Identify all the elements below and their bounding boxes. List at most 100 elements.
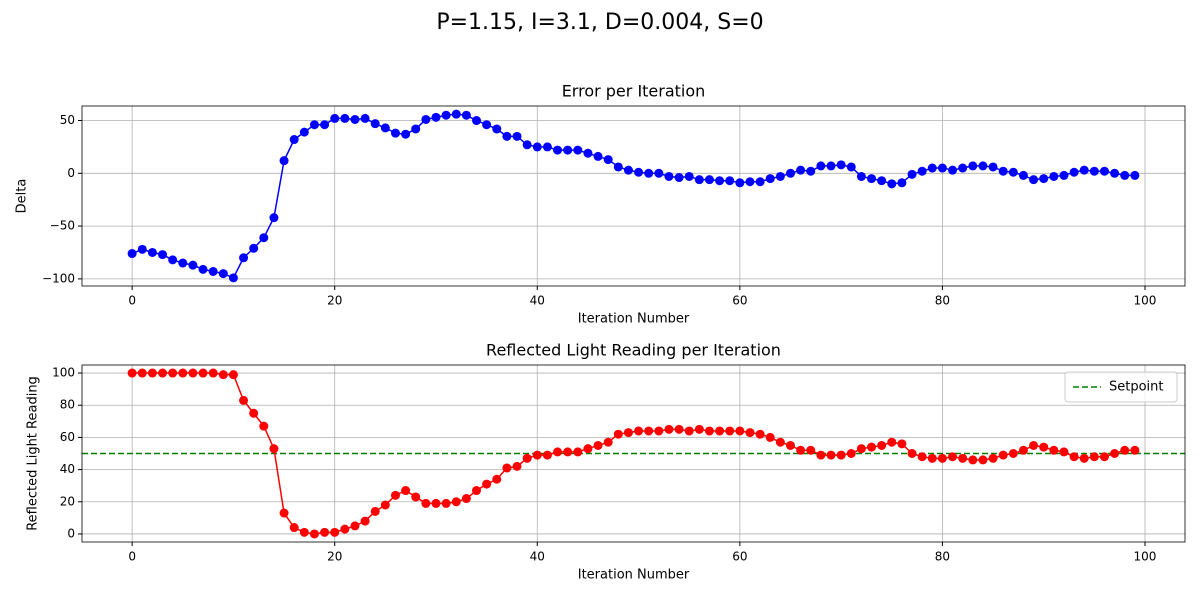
data-point: [806, 445, 816, 455]
data-point: [826, 161, 836, 171]
data-point: [502, 463, 512, 473]
y-axis-label: Reflected Light Reading: [26, 376, 41, 531]
data-point: [158, 368, 168, 378]
data-point: [634, 167, 644, 177]
data-point: [988, 162, 998, 172]
data-point: [937, 453, 947, 463]
data-point: [441, 498, 451, 508]
data-point: [1059, 170, 1069, 180]
data-point: [573, 447, 583, 457]
data-point: [441, 110, 451, 120]
y-tick-label: −50: [50, 219, 75, 233]
data-point: [431, 498, 441, 508]
plot-frame: [81, 105, 1186, 287]
data-point: [887, 437, 897, 447]
data-point: [522, 453, 532, 463]
y-tick-label: −100: [42, 271, 75, 285]
data-point: [1018, 445, 1028, 455]
data-point: [512, 131, 522, 141]
data-point: [796, 445, 806, 455]
data-point: [1039, 442, 1049, 452]
figure-title: P=1.15, I=3.1, D=0.004, S=0: [436, 10, 763, 35]
data-point: [492, 474, 502, 484]
data-point: [968, 161, 978, 171]
data-point: [249, 243, 259, 253]
data-point: [684, 171, 694, 181]
data-point: [1069, 167, 1079, 177]
data-point: [998, 166, 1008, 176]
data-point: [340, 524, 350, 534]
data-point: [816, 450, 826, 460]
data-point: [279, 508, 289, 518]
data-point: [249, 408, 259, 418]
data-point: [127, 368, 137, 378]
data-point: [1008, 167, 1018, 177]
data-point: [563, 447, 573, 457]
data-point: [380, 500, 390, 510]
data-point: [704, 426, 714, 436]
data-point: [431, 112, 441, 122]
data-point: [350, 521, 360, 531]
data-point: [218, 370, 228, 380]
data-point: [269, 444, 279, 454]
data-point: [1018, 170, 1028, 180]
data-point: [937, 163, 947, 173]
data-point: [654, 168, 664, 178]
data-point: [147, 368, 157, 378]
data-point: [208, 266, 218, 276]
data-point: [228, 273, 238, 283]
data-point: [178, 368, 188, 378]
data-point: [694, 424, 704, 434]
data-point: [461, 110, 471, 120]
x-axis-label: Iteration Number: [578, 568, 690, 583]
data-point: [877, 176, 887, 186]
data-point: [1130, 170, 1140, 180]
data-point: [198, 368, 208, 378]
data-point: [1029, 440, 1039, 450]
data-point: [512, 461, 522, 471]
data-point: [715, 426, 725, 436]
data-line: [131, 113, 1135, 279]
data-point: [259, 421, 269, 431]
data-point: [1079, 165, 1089, 175]
data-point: [907, 169, 917, 179]
data-point: [755, 177, 765, 187]
data-point: [299, 127, 309, 137]
x-tick-label: 0: [128, 550, 136, 564]
data-point: [208, 368, 218, 378]
data-point: [735, 426, 745, 436]
data-point: [360, 516, 370, 526]
data-point: [735, 178, 745, 188]
data-point: [532, 450, 542, 460]
data-point: [330, 527, 340, 537]
data-point: [725, 426, 735, 436]
data-point: [1049, 445, 1059, 455]
data-point: [765, 432, 775, 442]
data-point: [846, 162, 856, 172]
data-point: [350, 114, 360, 124]
chart-title: Reflected Light Reading per Iteration: [486, 341, 781, 360]
data-point: [451, 497, 461, 507]
plot-area: [82, 106, 1185, 286]
data-point: [836, 160, 846, 170]
data-point: [927, 453, 937, 463]
data-point: [583, 444, 593, 454]
data-point: [948, 452, 958, 462]
data-point: [451, 109, 461, 119]
data-point: [958, 163, 968, 173]
data-point: [370, 506, 380, 516]
data-point: [603, 155, 613, 165]
data-point: [1120, 170, 1130, 180]
x-tick-label: 100: [1134, 294, 1157, 308]
data-point: [826, 450, 836, 460]
x-tick-label: 100: [1134, 550, 1157, 564]
data-point: [806, 166, 816, 176]
y-tick-label: 0: [67, 166, 75, 180]
data-point: [613, 162, 623, 172]
data-point: [664, 424, 674, 434]
data-point: [1099, 166, 1109, 176]
data-point: [259, 233, 269, 243]
data-point: [1110, 449, 1120, 458]
data-point: [613, 429, 623, 439]
